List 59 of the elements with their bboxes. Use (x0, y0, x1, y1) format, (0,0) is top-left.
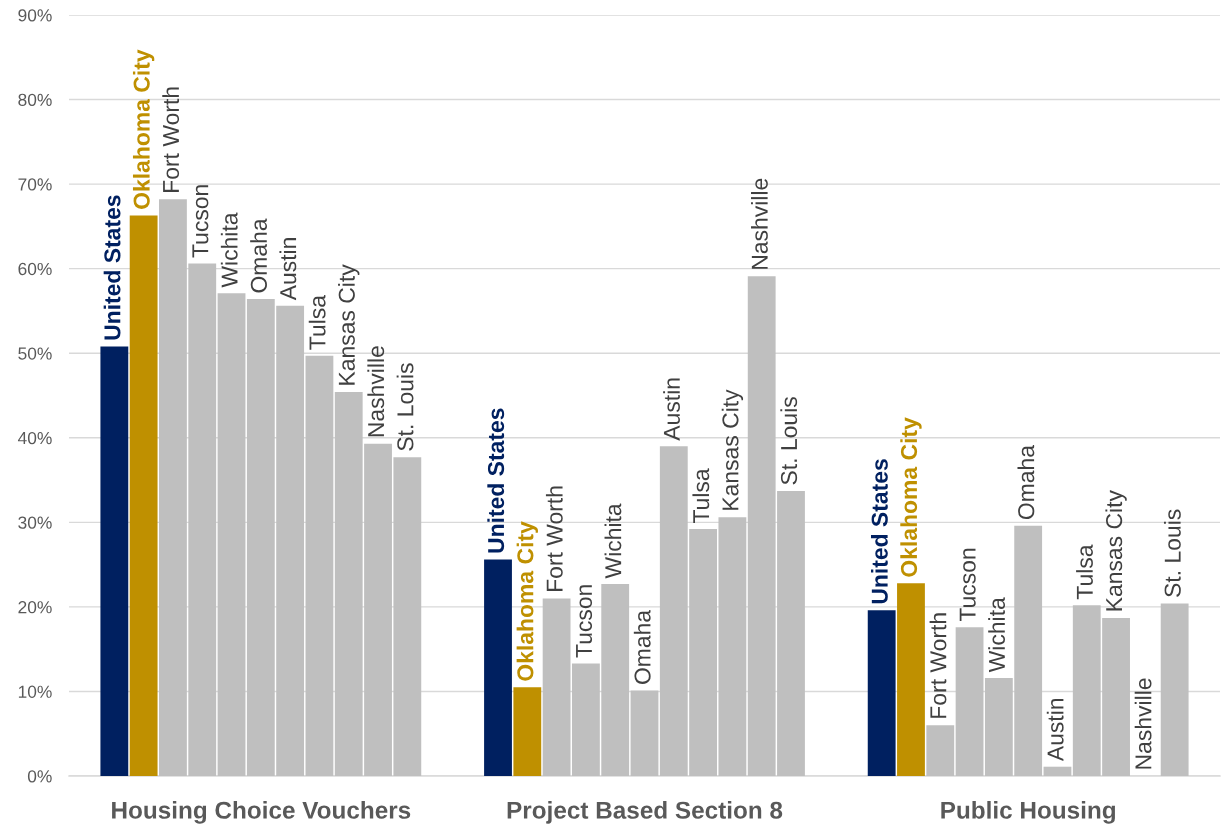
y-tick-label: 0% (27, 770, 52, 783)
text: Tucson (576, 585, 593, 658)
bar (100, 346, 129, 776)
text: Nashville (367, 346, 385, 437)
y-tick-label: 50% (18, 347, 52, 360)
text: Austin (279, 238, 297, 301)
bar (1043, 766, 1072, 776)
x-tick-label: Project Based Section 8 (507, 801, 783, 824)
text: Kansas City (1105, 490, 1127, 611)
y-tick-label: 40% (17, 431, 52, 445)
text: Tulsa (308, 295, 326, 350)
bar (305, 355, 334, 776)
text: Fort Worth (162, 87, 180, 192)
bar (630, 690, 659, 776)
y-tick-label: 80% (18, 93, 52, 107)
text: Kansas City (338, 264, 360, 385)
bar (217, 293, 246, 776)
bar (955, 627, 984, 776)
text: Omaha (633, 609, 651, 684)
text: St. Louis (780, 397, 798, 485)
text: St. Louis (1163, 509, 1181, 597)
x-tick-label: Housing Choice Vouchers (112, 801, 411, 824)
bar (484, 559, 512, 776)
y-tick-label: 60% (18, 262, 52, 276)
text: Omaha (1017, 445, 1035, 520)
text: Oklahoma City (900, 417, 922, 577)
bar (129, 215, 158, 776)
bar (926, 725, 955, 776)
text: Wichita (604, 503, 622, 579)
y-tick-label: 20% (18, 601, 52, 614)
text: Kansas City (721, 389, 744, 510)
text: Tucson (192, 185, 209, 258)
y-tick-label: 10% (18, 685, 52, 698)
text: Fort Worth (545, 486, 563, 591)
bar (897, 583, 925, 776)
text: Oklahoma City (516, 521, 538, 681)
y-tick-label: 90% (18, 9, 52, 22)
x-tick-label: Public Housing (941, 801, 1115, 824)
text: Tulsa (692, 468, 710, 524)
text: Wichita (988, 597, 1006, 673)
text: United States (870, 459, 888, 604)
y-tick-label: 30% (18, 516, 52, 529)
text: Austin (1046, 698, 1064, 762)
text: United States (487, 408, 505, 553)
bar (867, 610, 896, 776)
text: Omaha (250, 218, 267, 293)
text: Austin (663, 378, 680, 441)
text: Fort Worth (929, 613, 947, 718)
bar (513, 687, 542, 776)
text: Tulsa (1076, 544, 1093, 600)
y-tick-label: 70% (18, 178, 52, 191)
text: Nashville (1134, 678, 1152, 769)
text: Wichita (220, 212, 238, 288)
text: United States (103, 195, 121, 340)
text: Oklahoma City (132, 49, 155, 209)
bar (1160, 603, 1189, 776)
text: Nashville (751, 178, 768, 269)
text: St. Louis (396, 363, 414, 451)
text: Tucson (959, 548, 976, 622)
